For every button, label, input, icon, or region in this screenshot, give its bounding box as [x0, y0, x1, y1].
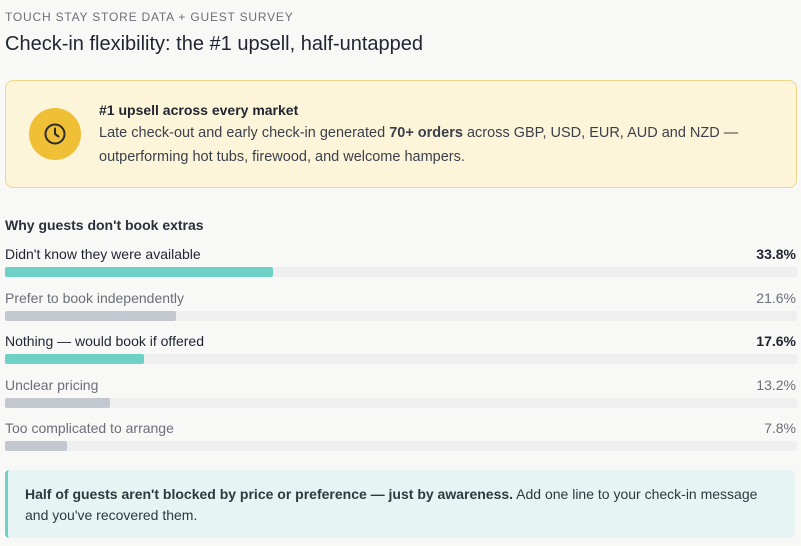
item-label: Too complicated to arrange [5, 420, 174, 436]
bar [5, 267, 273, 277]
eyebrow: TOUCH STAY STORE DATA + GUEST SURVEY [5, 10, 294, 24]
item-label: Unclear pricing [5, 376, 99, 393]
callout-body: Late check-out and early check-in genera… [99, 121, 789, 169]
item-value: 7.8% [764, 420, 796, 436]
note: Half of guests aren't blocked by price o… [5, 470, 795, 538]
note-text: Half of guests aren't blocked by price o… [25, 484, 765, 526]
text: Late check-out and early check-in genera… [99, 125, 390, 141]
section-title: Why guests don't book extras [5, 217, 204, 233]
item-value: 33.8% [756, 246, 796, 262]
item-value: 17.6% [756, 333, 796, 349]
callout: #1 upsell across every market Late check… [5, 80, 797, 188]
bar-track [5, 397, 797, 408]
text-bold: Half of guests aren't blocked by price o… [25, 486, 514, 502]
text: Add one line to your check-in message an… [25, 486, 758, 523]
item-label: Prefer to book independently [5, 289, 185, 306]
item-value: 21.6% [756, 289, 796, 306]
item-label: Nothing — would book if offered [5, 333, 204, 349]
clock-icon [29, 108, 81, 160]
bar-track [5, 354, 797, 364]
bar [5, 397, 110, 408]
callout-title: #1 upsell across every market [99, 102, 299, 118]
bar [5, 310, 177, 321]
item-label: Didn't know they were available [5, 246, 201, 262]
text-bold: 70+ orders [389, 125, 463, 141]
page-title: Check-in flexibility: the #1 upsell, hal… [5, 33, 424, 55]
bar-track [5, 267, 797, 277]
bar [5, 354, 145, 364]
text: across GBP, USD, EUR, AUD and NZD — outp… [99, 125, 739, 165]
item-value: 13.2% [756, 376, 796, 393]
bar [5, 441, 67, 451]
bar-track [5, 310, 797, 321]
bar-track [5, 441, 797, 451]
